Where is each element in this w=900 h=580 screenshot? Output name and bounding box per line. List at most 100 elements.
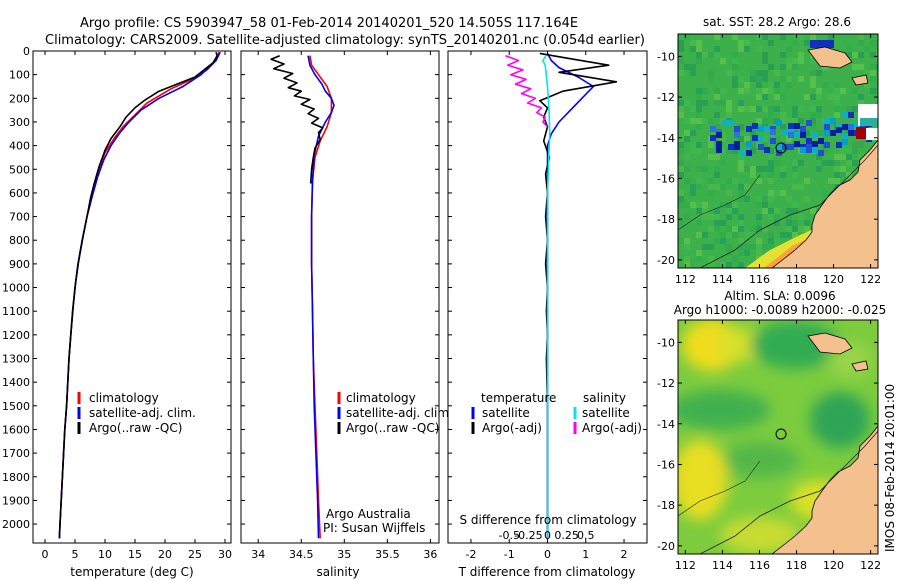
sst-cell xyxy=(804,226,810,232)
salinity-x-label: salinity xyxy=(316,565,359,579)
sst-bathymetry-contour xyxy=(699,144,878,268)
sst-cell xyxy=(720,88,726,94)
sst-cell xyxy=(762,142,768,148)
sst-cool-cell xyxy=(764,147,770,153)
sst-cell xyxy=(798,184,804,190)
sla-map-ticks: 112 114 116 118 120 122 -10 -12 -14 -16 -18 -20 xyxy=(657,320,881,572)
sst-cell xyxy=(768,178,774,184)
sst-cell xyxy=(756,220,762,226)
sst-cell xyxy=(744,40,750,46)
series-line-argo-raw-qc- xyxy=(58,51,218,539)
map-y-tick-label: -10 xyxy=(657,50,675,63)
x-tick-label: 1 xyxy=(582,548,589,561)
sst-cell xyxy=(726,226,732,232)
x-tick-label: 0 xyxy=(544,548,551,561)
x-tick-label: 35 xyxy=(337,548,351,561)
sst-cell xyxy=(690,118,696,124)
sst-cell xyxy=(738,244,744,250)
sst-cool-cell xyxy=(746,150,752,156)
sst-cell xyxy=(696,58,702,64)
sst-cell xyxy=(708,262,714,268)
sst-cell xyxy=(726,202,732,208)
sst-cell xyxy=(750,148,756,154)
sst-cell xyxy=(678,136,684,142)
y-tick-label: 1500 xyxy=(2,400,30,413)
series-line-salinity-argo-adj- xyxy=(505,54,549,128)
map-x-tick-label: 118 xyxy=(786,559,807,572)
y-tick-label: 2000 xyxy=(2,518,30,531)
sst-cell xyxy=(768,64,774,70)
sst-cell xyxy=(810,94,816,100)
sst-cell xyxy=(696,250,702,256)
sst-cell xyxy=(732,58,738,64)
sst-cell xyxy=(714,154,720,160)
sst-map-title: sat. SST: 28.2 Argo: 28.6 xyxy=(703,15,851,29)
sst-map-panel: sat. SST: 28.2 Argo: 28.6 112 114 116 118 12… xyxy=(657,15,881,286)
salinity-ticks: 34 34.5 35 35.5 36 xyxy=(241,50,439,561)
sst-cell xyxy=(756,76,762,82)
s-tick-label: 0.5 xyxy=(577,529,595,542)
sst-cell xyxy=(834,82,840,88)
sst-cell xyxy=(744,82,750,88)
sla-map-panel: Altim. SLA: 0.0096 Argo h1000: -0.0089 h… xyxy=(657,289,886,572)
sst-cell xyxy=(786,64,792,70)
sst-cell xyxy=(804,196,810,202)
sst-cell xyxy=(798,118,804,124)
sst-cell xyxy=(696,118,702,124)
sst-cell xyxy=(714,220,720,226)
sst-cell xyxy=(792,184,798,190)
sst-cell xyxy=(810,70,816,76)
sst-cell xyxy=(762,94,768,100)
sst-cell xyxy=(768,238,774,244)
sst-cell xyxy=(780,166,786,172)
sla-bathymetry-contour xyxy=(699,430,878,554)
sst-cell xyxy=(696,208,702,214)
y-tick-label: 400 xyxy=(9,140,30,153)
sst-cell xyxy=(768,112,774,118)
sst-cool-cell xyxy=(812,132,818,138)
sst-cell xyxy=(816,154,822,160)
legend-label-argo: Argo(..raw -QC) xyxy=(346,421,439,435)
sst-cell xyxy=(780,76,786,82)
sst-cell xyxy=(744,106,750,112)
salinity-panel: 34 34.5 35 35.5 36 salinity climatology sate… xyxy=(240,50,453,579)
sst-cell xyxy=(798,34,804,40)
sst-cell xyxy=(726,100,732,106)
sst-cell xyxy=(762,88,768,94)
y-tick-label: 1800 xyxy=(2,471,30,484)
sst-cool-cell xyxy=(734,126,740,132)
sst-land-island-small xyxy=(851,74,869,86)
sst-cell xyxy=(762,52,768,58)
sla-green-blob-4 xyxy=(720,442,800,478)
sst-cell xyxy=(846,46,852,52)
y-tick-label: 300 xyxy=(9,116,30,129)
sst-map-image xyxy=(678,34,878,268)
sst-cell xyxy=(822,82,828,88)
x-tick-label: 34 xyxy=(251,548,265,561)
sst-cell xyxy=(768,196,774,202)
sst-cool-cell xyxy=(822,40,828,48)
sst-cell xyxy=(720,136,726,142)
y-tick-label: 1100 xyxy=(2,305,30,318)
map-x-tick-label: 122 xyxy=(860,273,881,286)
sst-cell xyxy=(738,190,744,196)
sst-cell xyxy=(804,94,810,100)
sst-cell xyxy=(696,52,702,58)
sst-cell xyxy=(696,124,702,130)
sst-cell xyxy=(684,238,690,244)
sst-cell xyxy=(762,244,768,250)
x-tick-label: 0 xyxy=(42,548,49,561)
sst-cell xyxy=(834,160,840,166)
y-tick-label: 700 xyxy=(9,211,30,224)
sst-cell xyxy=(744,232,750,238)
sst-cell xyxy=(714,214,720,220)
sst-cell xyxy=(720,220,726,226)
sst-cell xyxy=(792,160,798,166)
sst-cell xyxy=(780,172,786,178)
map-x-tick-label: 118 xyxy=(786,273,807,286)
sst-cool-cell xyxy=(824,118,830,124)
sst-cell xyxy=(738,184,744,190)
sst-cell xyxy=(786,196,792,202)
sst-cell xyxy=(792,106,798,112)
